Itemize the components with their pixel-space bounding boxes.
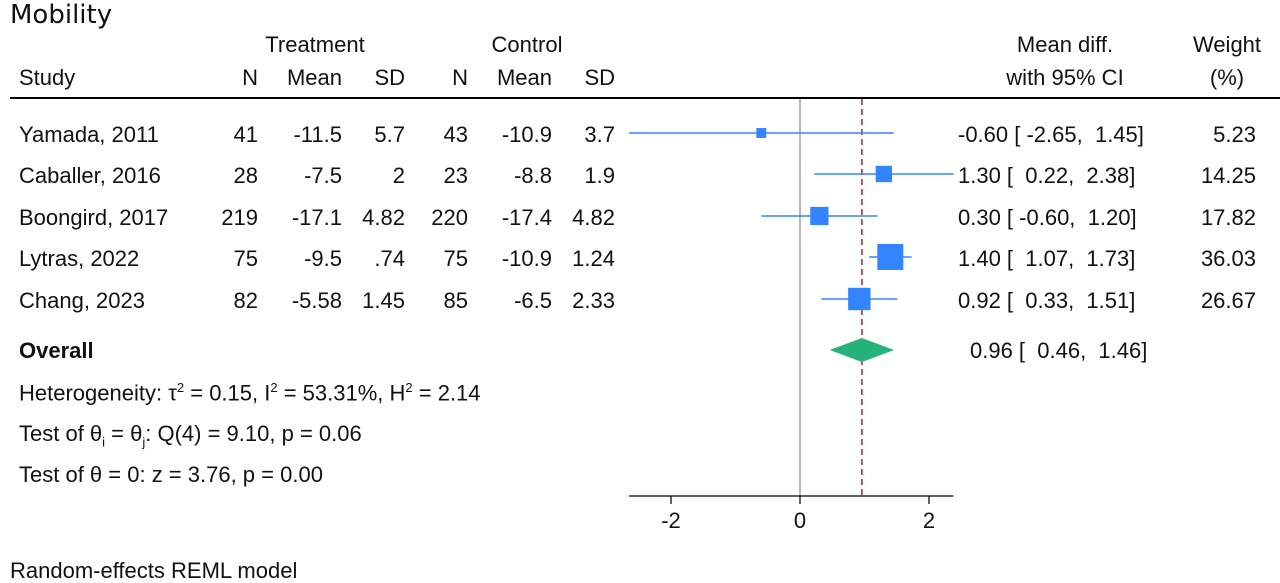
- row-tmean: -11.5: [293, 122, 342, 147]
- row-ci-text: 0.92 [ 0.33, 1.51]: [958, 288, 1136, 313]
- row-tn: 75: [233, 246, 258, 271]
- row-study: Lytras, 2022: [19, 246, 140, 271]
- row-ci-text: -0.60 [ -2.65, 1.45]: [958, 122, 1144, 147]
- study-marker: [810, 206, 829, 226]
- test-q-stat: Test of θi = θj: Q(4) = 9.10, p = 0.06: [19, 421, 362, 450]
- header-control-n: N: [452, 65, 468, 90]
- row-tsd: .74: [374, 246, 405, 271]
- row-csd: 1.9: [584, 163, 615, 188]
- row-cn: 75: [443, 246, 468, 271]
- header-treatment-n: N: [242, 65, 258, 90]
- row-tn: 82: [233, 288, 258, 313]
- row-weight: 26.67: [1200, 288, 1256, 313]
- row-tn: 28: [233, 163, 258, 188]
- row-csd: 4.82: [572, 205, 615, 230]
- header-rule: [10, 97, 1280, 99]
- row-cmean: -10.9: [501, 122, 552, 147]
- row-tn: 41: [233, 122, 258, 147]
- row-cn: 23: [443, 163, 468, 188]
- overall-label: Overall: [19, 338, 94, 363]
- header-study: Study: [19, 65, 76, 90]
- heterogeneity-stat: Heterogeneity: τ2 = 0.15, I2 = 53.31%, H…: [19, 380, 481, 406]
- row-tmean: -7.5: [304, 163, 342, 188]
- row-tsd: 1.45: [362, 288, 405, 313]
- row-tmean: -5.58: [291, 288, 342, 313]
- row-cn: 220: [431, 205, 468, 230]
- x-tick-label: 0: [794, 508, 806, 533]
- row-ci-text: 1.40 [ 1.07, 1.73]: [958, 246, 1136, 271]
- row-weight: 36.03: [1200, 246, 1256, 271]
- row-tn: 219: [221, 205, 258, 230]
- row-study: Boongird, 2017: [19, 205, 169, 230]
- x-tick-label: -2: [661, 508, 681, 533]
- header-md-line2: with 95% CI: [1006, 65, 1124, 90]
- header-weight-line2: (%): [1209, 65, 1245, 90]
- row-csd: 3.7: [584, 122, 615, 147]
- row-tmean: -9.5: [304, 246, 342, 271]
- study-marker: [848, 287, 871, 311]
- row-weight: 17.82: [1200, 205, 1256, 230]
- row-cn: 85: [443, 288, 468, 313]
- row-study: Caballer, 2016: [19, 163, 161, 188]
- row-tsd: 2: [392, 163, 405, 188]
- row-ci-text: 0.30 [ -0.60, 1.20]: [958, 205, 1137, 230]
- header-control: Control: [491, 32, 563, 57]
- row-tmean: -17.1: [291, 205, 342, 230]
- row-cmean: -8.8: [514, 163, 552, 188]
- row-study: Chang, 2023: [19, 288, 145, 313]
- row-csd: 2.33: [572, 288, 615, 313]
- header-treatment-mean: Mean: [286, 65, 342, 90]
- x-tick-label: 2: [923, 508, 935, 533]
- row-tsd: 4.82: [362, 205, 405, 230]
- study-marker: [877, 244, 904, 270]
- header-control-mean: Mean: [496, 65, 552, 90]
- test-z-stat: Test of θ = 0: z = 3.76, p = 0.00: [19, 462, 323, 487]
- study-marker: [875, 165, 893, 183]
- row-csd: 1.24: [572, 246, 615, 271]
- header-md-line1: Mean diff.: [1016, 32, 1114, 57]
- row-cmean: -10.9: [501, 246, 552, 271]
- header-treatment: Treatment: [265, 32, 365, 57]
- row-weight: 5.23: [1213, 122, 1256, 147]
- study-marker: [756, 128, 767, 138]
- overall-diamond: [829, 338, 895, 362]
- row-cmean: -6.5: [514, 288, 552, 313]
- overall-ci-text: 0.96 [ 0.46, 1.46]: [970, 338, 1148, 363]
- row-cmean: -17.4: [501, 205, 552, 230]
- header-treatment-sd: SD: [374, 65, 405, 90]
- chart-title: Mobility: [10, 0, 113, 30]
- header-weight-line1: Weight: [1192, 32, 1262, 57]
- row-weight: 14.25: [1200, 163, 1256, 188]
- header-control-sd: SD: [584, 65, 615, 90]
- row-cn: 43: [443, 122, 468, 147]
- row-tsd: 5.7: [374, 122, 405, 147]
- model-footnote: Random-effects REML model: [10, 558, 298, 583]
- row-study: Yamada, 2011: [19, 122, 159, 147]
- row-ci-text: 1.30 [ 0.22, 2.38]: [958, 163, 1136, 188]
